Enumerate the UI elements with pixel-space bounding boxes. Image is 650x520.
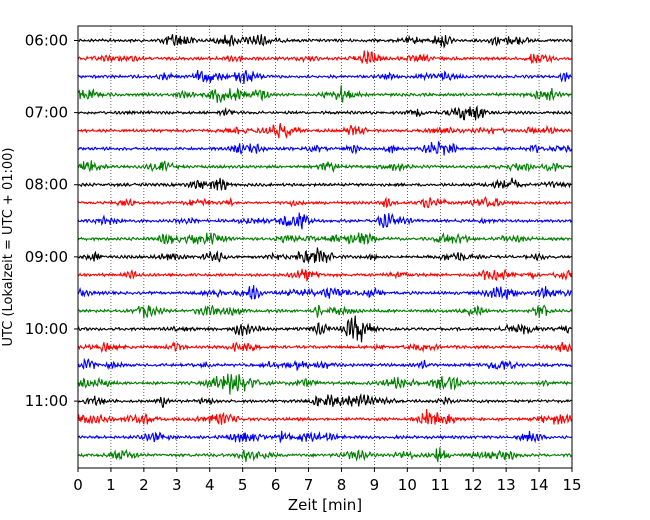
plot-background [78,26,572,468]
x-tick-label: 5 [238,476,248,494]
trace-07:15 [77,122,572,140]
trace-08:15 [77,195,572,209]
trace-10:15 [77,341,573,354]
trace-11:45 [77,447,572,463]
y-tick-label: 08:00 [25,176,68,194]
y-tick-label: 06:00 [25,32,68,50]
x-tick-label: 11 [431,476,450,494]
y-tick-label: 09:00 [25,248,68,266]
plot-frame [77,25,573,469]
x-axis-ticks: 0 1 2 3 4 5 6 7 8 9 10 11 12 13 14 15 [73,468,582,494]
trace-09:30 [77,285,572,300]
x-tick-label: 13 [497,476,516,494]
x-axis-label: Zeit [min] [288,496,362,514]
trace-10:45 [77,373,572,395]
trace-11:30 [77,430,572,444]
trace-07:00 [77,105,572,121]
trace-10:30 [77,357,572,372]
seismic-traces [77,34,573,463]
trace-07:30 [77,141,573,156]
x-tick-label: 4 [205,476,215,494]
trace-07:45 [77,160,572,173]
x-tick-label: 14 [530,476,549,494]
x-tick-label: 15 [562,476,581,494]
x-tick-label: 1 [106,476,116,494]
trace-10:00 [77,315,572,343]
y-tick-label: 11:00 [25,392,68,410]
trace-06:00 [77,34,573,49]
trace-08:30 [77,212,572,230]
x-tick-label: 12 [464,476,483,494]
y-axis-ticks: 06:00 07:00 08:00 09:00 10:00 11:00 [25,32,78,410]
x-tick-label: 8 [337,476,347,494]
trace-08:00 [77,177,572,191]
trace-09:45 [77,304,573,319]
x-tick-label: 7 [304,476,314,494]
y-axis-label: UTC (Lokalzeit = UTC + 01:00) [1,148,16,347]
y-tick-label: 07:00 [25,104,68,122]
trace-11:00 [77,393,572,409]
trace-09:00 [77,247,572,264]
x-tick-label: 9 [370,476,380,494]
x-tick-label: 3 [172,476,182,494]
trace-06:30 [77,69,572,84]
trace-09:15 [77,268,573,282]
trace-11:15 [77,409,573,425]
trace-06:45 [77,85,572,104]
x-tick-label: 10 [398,476,417,494]
trace-06:15 [77,49,572,65]
x-tick-label: 2 [139,476,149,494]
x-tick-label: 6 [271,476,281,494]
trace-08:45 [77,232,572,245]
x-tick-label: 0 [73,476,83,494]
y-tick-label: 10:00 [25,320,68,338]
